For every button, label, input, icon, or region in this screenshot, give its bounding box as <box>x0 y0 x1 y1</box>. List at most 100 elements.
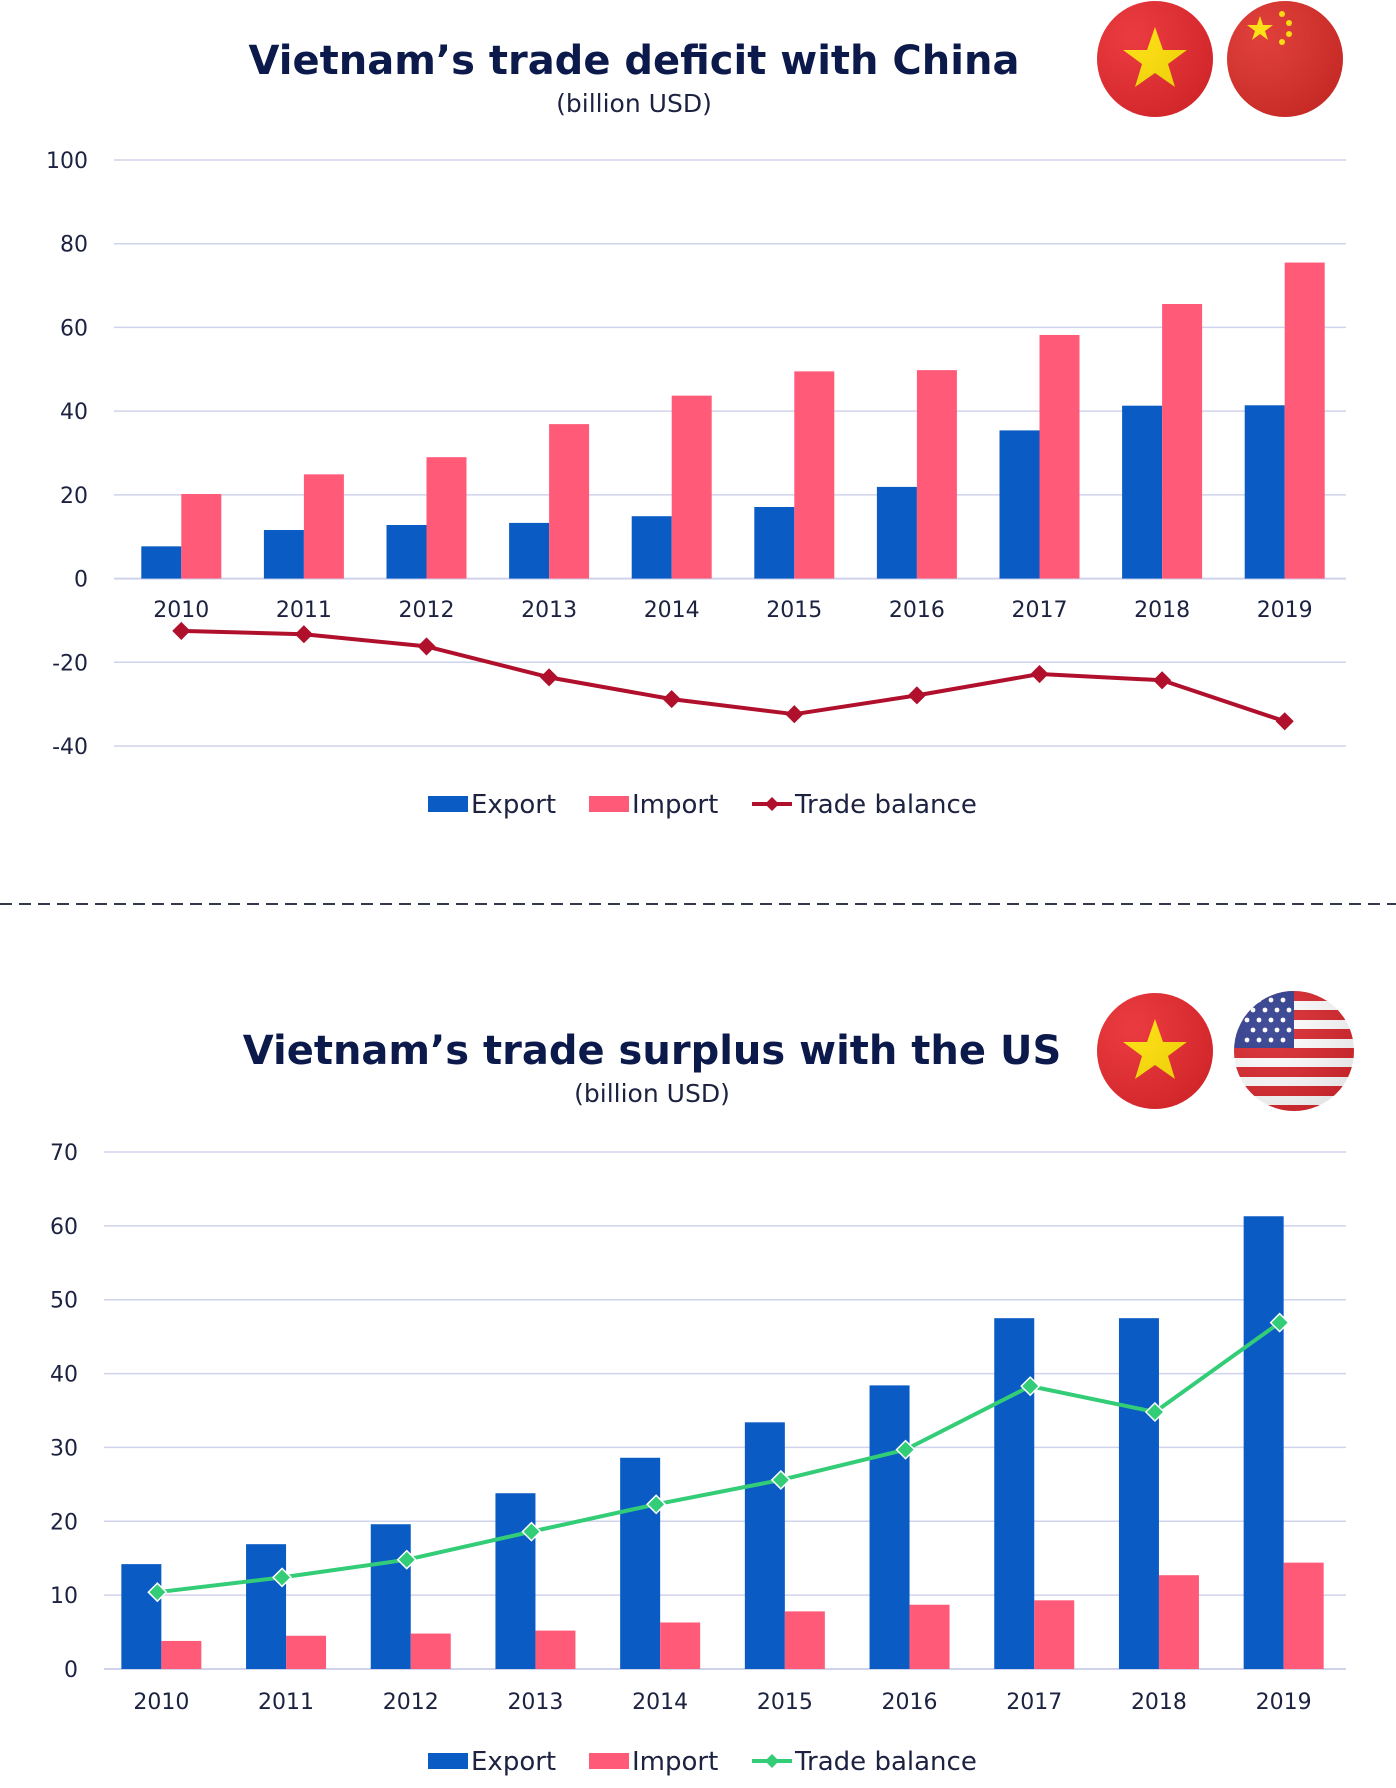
import-bar <box>916 370 957 579</box>
export-bar <box>876 486 917 579</box>
legend: Export Import Trade balance <box>428 1747 977 1777</box>
legend-swatch-export <box>428 1753 468 1769</box>
x-tick-label: 2010 <box>153 598 209 623</box>
trade-balance-point <box>907 686 926 705</box>
import-bar <box>1284 262 1325 579</box>
x-tick-label: 2018 <box>1131 1690 1187 1715</box>
export-bar <box>1122 405 1163 579</box>
y-tick-label: -20 <box>52 651 88 676</box>
y-tick-label: 40 <box>60 400 88 425</box>
import-bar <box>1034 1600 1075 1669</box>
x-tick-label: 2015 <box>757 1690 813 1715</box>
trade-balance-point <box>1275 712 1294 731</box>
export-bar <box>246 1544 287 1669</box>
x-tick-label: 2011 <box>276 598 332 623</box>
trade-balance-point <box>1153 671 1172 690</box>
us-flag-icon <box>1234 991 1354 1111</box>
import-bar <box>1283 1562 1324 1669</box>
trade-balance-line <box>157 1320 1281 1595</box>
x-tick-label: 2011 <box>258 1690 314 1715</box>
x-tick-label: 2016 <box>889 598 945 623</box>
x-tick-label: 2016 <box>882 1690 938 1715</box>
legend-label-export: Export <box>471 1747 556 1777</box>
export-bar <box>754 506 795 579</box>
export-bar <box>495 1493 536 1669</box>
trade-balance-point <box>396 1549 417 1570</box>
x-tick-label: 2015 <box>766 598 822 623</box>
vietnam-flag-icon <box>1097 1 1213 117</box>
china-flag-icon <box>1227 1 1343 117</box>
import-bar <box>1039 334 1080 579</box>
x-tick-label: 2012 <box>399 598 455 623</box>
legend-swatch-export <box>428 796 468 812</box>
trade-balance-point <box>785 705 804 724</box>
trade-balance-point <box>521 1521 542 1542</box>
legend-label-trade-balance: Trade balance <box>794 1747 977 1777</box>
trade-balance-point <box>1144 1401 1166 1423</box>
import-bar <box>660 1622 701 1669</box>
import-bar <box>535 1630 576 1669</box>
chart-subtitle: (billion USD) <box>574 1079 730 1108</box>
import-bar <box>181 494 222 579</box>
legend-label-import: Import <box>632 1747 718 1777</box>
x-tick-label: 2012 <box>383 1690 439 1715</box>
import-bar <box>794 371 835 579</box>
import-bar <box>909 1604 950 1669</box>
export-bar <box>999 430 1040 579</box>
import-bar <box>410 1633 451 1669</box>
vietnam-flag-icon <box>1097 993 1213 1109</box>
trade-balance-point <box>770 1469 791 1490</box>
y-tick-label: 20 <box>50 1510 78 1535</box>
y-tick-label: 80 <box>60 233 88 258</box>
y-tick-label: 0 <box>64 1658 78 1683</box>
export-bar <box>744 1422 785 1669</box>
export-bar <box>620 1457 661 1669</box>
export-bar <box>869 1385 910 1669</box>
export-bar <box>631 516 672 579</box>
y-tick-label: 100 <box>46 149 88 174</box>
x-tick-label: 2013 <box>507 1690 563 1715</box>
chart-title: Vietnam’s trade surplus with the US <box>243 1028 1062 1074</box>
trade-balance-point <box>1030 664 1049 684</box>
trade-balance-point <box>895 1439 916 1460</box>
export-bar <box>1244 405 1285 579</box>
trade-balance-point <box>147 1582 168 1603</box>
x-tick-label: 2017 <box>1006 1690 1062 1715</box>
trade-balance-point <box>646 1494 667 1515</box>
y-tick-label: 60 <box>60 316 88 341</box>
y-tick-label: 10 <box>50 1584 78 1609</box>
export-bar <box>386 524 427 579</box>
trade-balance-point <box>172 621 191 640</box>
trade-balance-point <box>417 637 436 656</box>
y-tick-label: -40 <box>52 735 88 760</box>
legend-swatch-import <box>589 796 629 812</box>
import-bar <box>549 424 590 579</box>
export-bar <box>1118 1318 1159 1669</box>
x-tick-label: 2017 <box>1012 598 1068 623</box>
import-bar <box>671 395 712 579</box>
import-bar <box>161 1640 202 1669</box>
export-bar <box>141 546 182 579</box>
x-tick-label: 2019 <box>1257 598 1313 623</box>
legend-label-import: Import <box>632 790 718 820</box>
trade-balance-point <box>271 1567 293 1588</box>
import-bar <box>1158 1575 1199 1669</box>
y-tick-label: 50 <box>50 1289 78 1314</box>
export-bar <box>1243 1216 1284 1669</box>
y-tick-label: 70 <box>50 1141 78 1166</box>
x-tick-label: 2014 <box>632 1690 688 1715</box>
x-tick-label: 2010 <box>133 1690 189 1715</box>
x-tick-label: 2013 <box>521 598 577 623</box>
chart-title: Vietnam’s trade deficit with China <box>249 38 1020 84</box>
import-bar <box>286 1635 327 1669</box>
trade-balance-point <box>540 668 559 687</box>
chart-subtitle: (billion USD) <box>556 89 712 118</box>
trade-balance-point <box>1269 1312 1290 1333</box>
export-bar <box>509 522 550 579</box>
trade-balance-point <box>294 625 313 644</box>
import-bar <box>784 1611 825 1669</box>
legend-swatch-import <box>589 1753 629 1769</box>
x-tick-label: 2014 <box>644 598 700 623</box>
